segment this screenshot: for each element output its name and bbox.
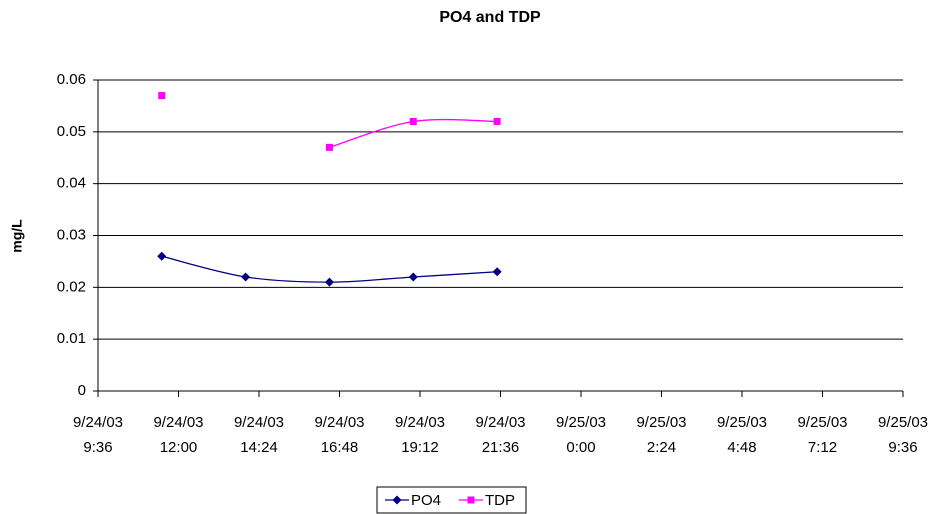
data-point <box>493 117 501 125</box>
data-point <box>408 272 418 282</box>
data-point <box>157 251 167 261</box>
y-tick-label: 0.06 <box>57 71 86 88</box>
y-tick-label: 0.04 <box>57 175 86 192</box>
x-tick-label: 9/25/03 7:12 <box>797 414 848 456</box>
x-tick-label: 9/25/03 0:00 <box>555 414 607 456</box>
y-tick-label: 0.01 <box>57 330 86 347</box>
x-tick-label: 9/24/03 19:12 <box>394 414 446 456</box>
x-tick-label: 9/25/03 4:48 <box>716 414 768 456</box>
legend-marker <box>467 496 475 504</box>
legend-label: PO4 <box>411 492 441 509</box>
x-tick-label: 9/25/03 2:24 <box>636 414 687 456</box>
x-tick-label: 9/24/03 12:00 <box>153 414 204 456</box>
legend-marker <box>392 495 402 505</box>
data-point <box>492 267 502 277</box>
chart-title: PO4 and TDP <box>439 9 541 26</box>
x-tick-label: 9/24/03 14:24 <box>233 414 285 456</box>
y-tick-label: 0.02 <box>57 278 86 295</box>
legend-label: TDP <box>485 492 515 509</box>
x-tick-label: 9/25/03 9:36 <box>877 414 929 456</box>
y-axis-label: mg/L <box>9 219 25 253</box>
data-point <box>158 92 166 100</box>
x-tick-label: 9/24/03 21:36 <box>475 414 526 456</box>
y-tick-label: 0.03 <box>57 226 86 243</box>
data-point <box>409 117 417 125</box>
data-point <box>324 277 334 287</box>
y-tick-label: 0.05 <box>57 123 86 140</box>
data-point <box>325 143 333 151</box>
x-tick-label: 9/24/03 9:36 <box>72 414 124 456</box>
data-point <box>241 272 251 282</box>
y-tick-label: 0 <box>78 382 86 399</box>
x-tick-label: 9/24/03 16:48 <box>314 414 365 456</box>
